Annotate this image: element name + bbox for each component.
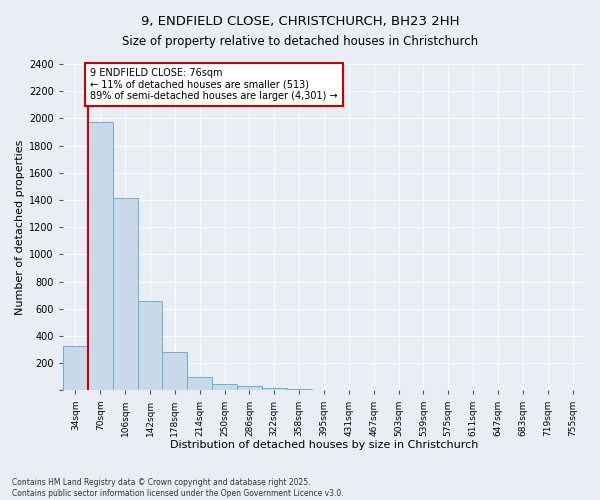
Bar [212, 384, 237, 390]
X-axis label: Distribution of detached houses by size in Christchurch: Distribution of detached houses by size … [170, 440, 478, 450]
Bar [287, 389, 311, 390]
Text: Contains HM Land Registry data © Crown copyright and database right 2025.
Contai: Contains HM Land Registry data © Crown c… [12, 478, 344, 498]
Text: 9 ENDFIELD CLOSE: 76sqm
← 11% of detached houses are smaller (513)
89% of semi-d: 9 ENDFIELD CLOSE: 76sqm ← 11% of detache… [90, 68, 338, 102]
Bar [137, 302, 163, 390]
Text: 9, ENDFIELD CLOSE, CHRISTCHURCH, BH23 2HH: 9, ENDFIELD CLOSE, CHRISTCHURCH, BH23 2H… [141, 15, 459, 28]
Text: Size of property relative to detached houses in Christchurch: Size of property relative to detached ho… [122, 35, 478, 48]
Bar [237, 386, 262, 390]
Bar [187, 377, 212, 390]
Bar [113, 198, 137, 390]
Bar [88, 122, 113, 390]
Bar [163, 352, 187, 391]
Bar [63, 346, 88, 391]
Y-axis label: Number of detached properties: Number of detached properties [15, 140, 25, 315]
Bar [262, 388, 287, 390]
